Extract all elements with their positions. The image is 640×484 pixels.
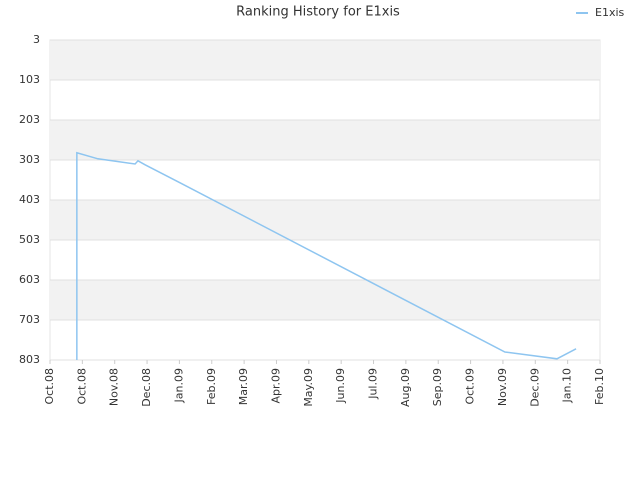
grid-band [50,120,600,160]
y-tick-label: 603 [19,273,40,286]
x-tick-label: Sep.09 [431,368,444,406]
chart-title: Ranking History for E1xis [236,5,400,20]
x-tick-label: May.09 [302,368,315,407]
y-tick-label: 503 [19,233,40,246]
x-tick-label: Dec.08 [140,368,153,407]
x-tick-label: Dec.09 [528,368,541,407]
x-tick-label: Jan.10 [561,368,574,403]
x-tick-label: Oct.09 [464,368,477,405]
x-tick-label: Feb.10 [593,368,606,405]
y-tick-label: 103 [19,73,40,86]
x-tick-label: Mar.09 [237,368,250,405]
x-tick-label: Jul.09 [367,368,380,400]
x-tick-label: Jan.09 [172,368,185,403]
x-tick-label: Feb.09 [205,368,218,405]
legend-label: E1xis [595,6,625,19]
x-tick-label: Oct.08 [43,368,56,405]
x-tick-label: Nov.08 [108,368,121,406]
grid-band [50,280,600,320]
y-tick-label: 703 [19,313,40,326]
x-tick-label: Aug.09 [399,368,412,407]
y-tick-label: 403 [19,193,40,206]
line [76,151,577,360]
x-tick-label: Nov.09 [496,368,509,406]
y-tick-label: 3 [33,33,40,46]
x-tick-label: Apr.09 [269,368,282,404]
x-tick-label: Jun.09 [334,368,347,404]
x-tick-label: Oct.08 [75,368,88,405]
y-tick-label: 803 [19,353,40,366]
grid-band [50,200,600,240]
grid-band [50,40,600,80]
y-tick-label: 303 [19,153,40,166]
y-tick-label: 203 [19,113,40,126]
